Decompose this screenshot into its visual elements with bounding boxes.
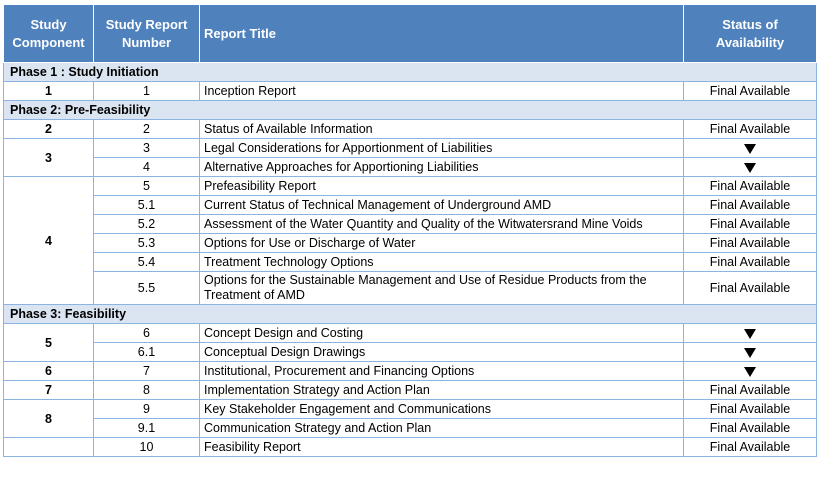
report-number-cell: 5.5 [93,271,200,305]
down-triangle-icon [744,162,756,173]
report-table-container: Study Component Study Report Number Repo… [3,4,817,457]
study-component-cell: 3 [3,138,94,177]
status-cell: Final Available [683,380,817,400]
table-row: 5.3 Options for Use or Discharge of Water… [4,233,817,253]
status-cell [683,342,817,362]
study-component-cell: 8 [3,399,94,438]
table-row: 9.1 Communication Strategy and Action Pla… [4,418,817,438]
status-cell: Final Available [683,176,817,196]
report-number-cell: 2 [93,119,200,139]
down-triangle-icon [744,328,756,339]
down-triangle-icon [744,347,756,358]
table-row: 5.1 Current Status of Technical Managemen… [4,195,817,215]
report-title-cell: Key Stakeholder Engagement and Communica… [199,399,684,419]
phase-label: Phase 1 : Study Initiation [3,62,817,82]
report-title-cell: Alternative Approaches for Apportioning … [199,157,684,177]
report-number-cell: 3 [93,138,200,158]
table-row: 1 1 Inception Report Final Available [3,81,817,101]
study-component-cell: 2 [3,119,94,139]
report-title-cell: Status of Available Information [199,119,684,139]
report-title-cell: Inception Report [199,81,684,101]
report-title-cell: Communication Strategy and Action Plan [199,418,684,438]
status-cell [683,157,817,177]
table-row: 6 7 Institutional, Procurement and Financi… [3,361,817,381]
report-number-cell: 5 [93,176,200,196]
study-component-cell: 7 [3,380,94,400]
status-cell [683,323,817,343]
report-number-cell: 4 [93,157,200,177]
study-component-cell [3,437,94,457]
phase-row: Phase 2: Pre-Feasibility [3,100,817,120]
table-row: 5.4 Treatment Technology Options Final Ava… [4,252,817,272]
study-component-cell: 4 [3,176,94,305]
down-triangle-icon [744,366,756,377]
report-number-cell: 1 [93,81,200,101]
table-row: 4 5 Prefeasibility Report Final Available [3,176,817,305]
report-number-cell: 7 [93,361,200,381]
status-cell: Final Available [683,233,817,253]
table-row: 8 9 Key Stakeholder Engagement and Communi… [3,399,817,438]
report-title-cell: Treatment Technology Options [199,252,684,272]
table-row: 2 2 Status of Available Information Final A… [3,119,817,139]
header-report-title: Report Title [199,4,684,63]
study-component-cell: 1 [3,81,94,101]
table-row: 10 Feasibility Report Final Available [3,437,817,457]
phase-label: Phase 2: Pre-Feasibility [3,100,817,120]
report-number-cell: 5.2 [93,214,200,234]
report-number-cell: 6 [93,323,200,343]
header-status: Status of Availability [683,4,817,63]
down-triangle-icon [744,143,756,154]
table-row: 3 3 Legal Considerations for Apportionment… [3,138,817,177]
report-status-table: Study Component Study Report Number Repo… [3,4,817,457]
report-title-cell: Implementation Strategy and Action Plan [199,380,684,400]
study-component-cell: 5 [3,323,94,362]
status-cell: Final Available [683,252,817,272]
status-cell: Final Available [683,119,817,139]
report-title-cell: Current Status of Technical Management o… [199,195,684,215]
report-title-cell: Options for Use or Discharge of Water [199,233,684,253]
report-number-cell: 5.1 [93,195,200,215]
report-title-cell: Feasibility Report [199,437,684,457]
phase-row: Phase 3: Feasibility [3,304,817,324]
report-title-cell: Assessment of the Water Quantity and Qua… [199,214,684,234]
table-row: 6.1 Conceptual Design Drawings [4,342,817,362]
status-cell: Final Available [683,271,817,305]
report-number-cell: 8 [93,380,200,400]
header-study-report-number: Study Report Number [93,4,200,63]
report-number-cell: 9.1 [93,418,200,438]
status-cell: Final Available [683,437,817,457]
table-row: 7 8 Implementation Strategy and Action Pla… [3,380,817,400]
status-cell: Final Available [683,214,817,234]
report-number-cell: 5.4 [93,252,200,272]
report-title-cell: Prefeasibility Report [199,176,684,196]
status-cell: Final Available [683,418,817,438]
header-study-component: Study Component [3,4,94,63]
report-title-cell: Legal Considerations for Apportionment o… [199,138,684,158]
table-header: Study Component Study Report Number Repo… [3,4,817,63]
report-number-cell: 5.3 [93,233,200,253]
status-cell: Final Available [683,195,817,215]
status-cell: Final Available [683,81,817,101]
table-row: 5.2 Assessment of the Water Quantity and … [4,214,817,234]
report-number-cell: 6.1 [93,342,200,362]
phase-row: Phase 1 : Study Initiation [3,62,817,82]
table-row: 5 6 Concept Design and Costing [3,323,817,362]
report-title-cell: Conceptual Design Drawings [199,342,684,362]
report-number-cell: 10 [93,437,200,457]
table-row: 4 Alternative Approaches for Apportioning… [4,157,817,177]
report-title-cell: Concept Design and Costing [199,323,684,343]
study-component-cell: 6 [3,361,94,381]
status-cell [683,361,817,381]
table-row: 5.5 Options for the Sustainable Managemen… [4,271,817,305]
status-cell: Final Available [683,399,817,419]
report-title-cell: Institutional, Procurement and Financing… [199,361,684,381]
phase-label: Phase 3: Feasibility [3,304,817,324]
report-title-cell: Options for the Sustainable Management a… [199,271,684,305]
table-body: Phase 1 : Study Initiation 1 1 Inception Re… [3,62,817,457]
report-number-cell: 9 [93,399,200,419]
status-cell [683,138,817,158]
